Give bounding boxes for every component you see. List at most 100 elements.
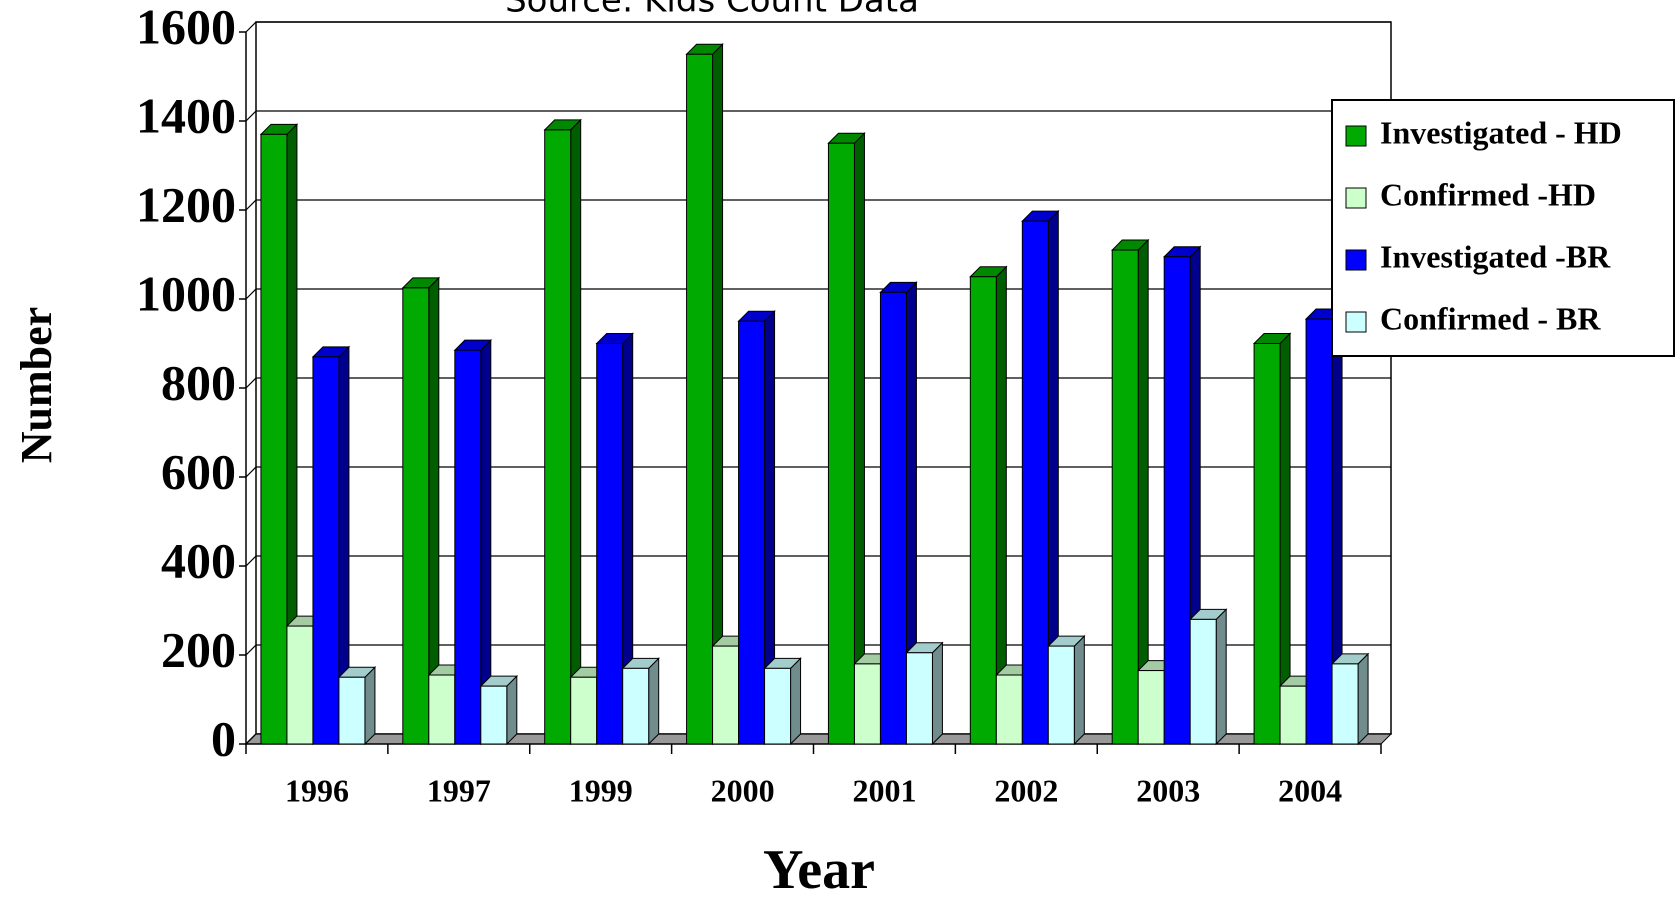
bar <box>853 663 881 745</box>
bar-group <box>1188 608 1228 746</box>
bar-group <box>1021 209 1060 746</box>
bar <box>622 667 650 745</box>
y-tick-label: 1400 <box>136 87 236 143</box>
bar <box>1279 685 1307 745</box>
bar-side <box>648 657 660 746</box>
bar <box>454 349 482 745</box>
y-tick-label: 800 <box>161 354 236 410</box>
bar-side <box>1357 652 1369 746</box>
legend-swatch <box>1345 125 1367 147</box>
grid-line <box>245 21 1391 33</box>
bar <box>712 645 740 745</box>
bar-group <box>969 265 1008 746</box>
bar-group <box>685 43 724 746</box>
bar-group <box>543 118 582 746</box>
bar <box>995 674 1023 745</box>
grid-line <box>245 288 1391 300</box>
x-tick-label: 1999 <box>569 772 633 808</box>
bar <box>1021 220 1049 745</box>
x-axis-label: Year <box>763 839 875 901</box>
bar <box>480 685 508 745</box>
bar-group <box>1304 307 1344 746</box>
grid-line <box>245 555 1391 567</box>
x-tick-label: 2004 <box>1278 772 1342 808</box>
x-tick-label: 1996 <box>285 772 349 808</box>
grid-line <box>245 644 1391 656</box>
legend-box <box>1331 99 1675 357</box>
x-tick-label: 2000 <box>711 772 775 808</box>
bar-side <box>790 657 802 746</box>
bar <box>686 53 714 745</box>
x-tick-label: 2003 <box>1136 772 1200 808</box>
bar <box>260 133 288 745</box>
y-axis-label: Number <box>12 307 61 463</box>
bar-group <box>401 276 441 746</box>
bar-side <box>570 118 582 746</box>
legend-swatch <box>1345 249 1367 271</box>
bar <box>338 676 366 745</box>
bar-side <box>1073 634 1085 746</box>
bar <box>1331 663 1359 745</box>
bar-side <box>853 132 865 746</box>
bar <box>879 291 907 745</box>
x-tick-label: 2002 <box>994 772 1058 808</box>
bar <box>286 625 314 745</box>
legend-label: Investigated -BR <box>1380 238 1611 274</box>
bar-group <box>621 657 660 746</box>
bar <box>905 652 933 745</box>
grid-line <box>245 466 1391 478</box>
bar <box>312 356 340 745</box>
legend-label: Confirmed - BR <box>1380 300 1601 336</box>
bar-side <box>931 641 943 746</box>
bar-group <box>595 332 634 746</box>
y-tick-label: 1000 <box>136 265 236 321</box>
legend-swatch <box>1345 311 1367 333</box>
y-tick-label: 1600 <box>136 0 236 54</box>
bar-side <box>506 674 518 746</box>
bar <box>1047 645 1075 745</box>
bar <box>1189 618 1217 745</box>
bar <box>402 287 430 745</box>
bar-group <box>1330 652 1370 746</box>
bar <box>738 320 766 745</box>
bar-group <box>905 641 944 746</box>
bar-group <box>337 666 377 746</box>
bar-group <box>1110 238 1150 746</box>
bar <box>570 676 598 745</box>
bar-group <box>763 657 802 746</box>
x-tick-label: 1997 <box>427 772 491 808</box>
bar-side <box>1215 608 1227 746</box>
bar <box>1111 249 1139 745</box>
bar <box>596 343 624 745</box>
bar-group <box>1252 332 1292 746</box>
legend-label: Confirmed -HD <box>1380 176 1596 212</box>
bar-group <box>827 132 866 746</box>
y-tick-label: 600 <box>161 443 236 499</box>
bar <box>969 276 997 745</box>
bar-group <box>259 123 299 746</box>
grid-line <box>245 110 1391 122</box>
bar-group <box>1047 634 1086 746</box>
y-tick-label: 1200 <box>136 176 236 232</box>
bar-side <box>364 666 376 746</box>
y-tick-label: 400 <box>161 532 236 588</box>
bar <box>428 674 456 745</box>
bar-group <box>879 281 918 746</box>
bar <box>1137 670 1165 745</box>
y-tick-label: 200 <box>161 621 236 677</box>
grid-line <box>245 377 1391 389</box>
bar-group <box>479 674 519 746</box>
bar-group <box>737 310 776 746</box>
legend-label: Investigated - HD <box>1380 114 1622 150</box>
bar <box>827 142 855 745</box>
y-tick-label: 0 <box>211 710 236 766</box>
chart-subtitle: Source: Kids Count Data <box>505 0 919 21</box>
bar <box>1163 256 1191 745</box>
legend-swatch <box>1345 187 1367 209</box>
bar <box>544 129 572 745</box>
x-tick-label: 2001 <box>852 772 916 808</box>
bar <box>764 667 792 745</box>
bar <box>1253 343 1281 745</box>
bar <box>1305 318 1333 745</box>
